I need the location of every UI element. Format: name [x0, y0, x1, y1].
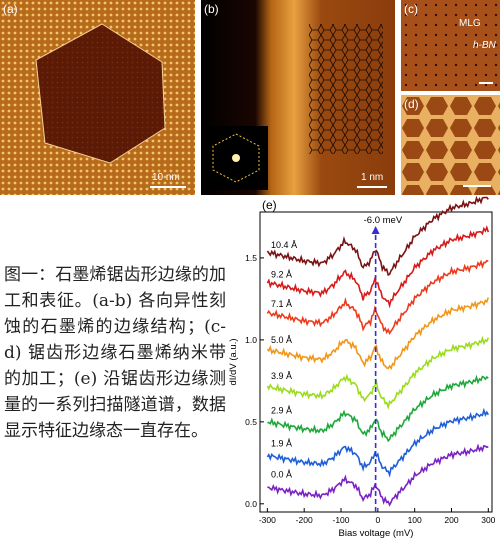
honeycomb-overlay [309, 24, 383, 154]
y-tick-label: 0.5 [245, 417, 257, 427]
fft-hexagon [212, 133, 260, 183]
panel-b-graphic [201, 0, 395, 195]
panel-a-label: (a) [3, 2, 18, 16]
figure-caption: 图一：石墨烯锯齿形边缘的加工和表征。(a-b) 各向异性刻蚀的石墨烯的边缘结构；… [4, 265, 226, 441]
hexagonal-hole [35, 23, 166, 164]
x-tick-label: -100 [333, 515, 350, 525]
panel-c-mlg-label: MLG [459, 18, 481, 29]
panel-c-scale-bar [479, 82, 493, 84]
panel-b-label: (b) [204, 2, 219, 16]
x-tick-label: 0 [375, 515, 380, 525]
panel-d-afm-image: (d) [401, 95, 500, 195]
series-line [266, 335, 490, 410]
series-line [266, 225, 490, 309]
series-label: 10.4 Å [271, 240, 297, 250]
series-label: 3.9 Å [271, 371, 292, 381]
x-tick-label: 100 [408, 515, 422, 525]
annotation-arrowhead [371, 226, 380, 234]
panel-d-graphic [401, 95, 500, 195]
y-axis-label: dI/dV (a.u.) [228, 339, 239, 386]
series-label: 5.0 Å [271, 335, 292, 345]
series-line [267, 443, 489, 507]
panel-a-graphic [0, 0, 195, 195]
x-tick-label: -300 [259, 515, 276, 525]
series-label: 7.1 Å [271, 299, 292, 309]
fft-center-spot [232, 154, 240, 162]
y-tick-label: 0.0 [245, 499, 257, 509]
panel-c-label: (c) [404, 2, 418, 16]
panel-a-scale-text: 10 nm [152, 172, 180, 183]
panel-b-scale-text: 1 nm [361, 172, 384, 183]
panel-d-background [401, 95, 500, 195]
series-label: 9.2 Å [271, 270, 292, 280]
panel-c-hbn-label: h-BN [473, 40, 496, 51]
series-line [266, 196, 489, 276]
panel-c-graphic [401, 0, 500, 91]
panel-a-scale-bar [150, 186, 186, 188]
panel-e-label: (e) [262, 198, 277, 212]
x-tick-label: 200 [444, 515, 458, 525]
x-tick-label: -200 [296, 515, 313, 525]
chart-e: (e) -300 -200 -100 0 100 200 300 0.0 0.5 1.0 1.5 Bia… [228, 196, 496, 539]
series-label: 2.9 Å [271, 406, 292, 416]
series-label: 1.9 Å [271, 438, 292, 448]
series-line [266, 259, 489, 335]
panel-d-scale-bar [463, 185, 491, 187]
y-tick-label: 1.5 [245, 253, 257, 263]
series-line [267, 374, 489, 443]
series-label: 0.0 Å [271, 470, 292, 480]
panel-c-background [401, 0, 500, 91]
panel-b-scale-bar [357, 186, 387, 188]
series-line [266, 297, 490, 371]
y-tick-label: 1.0 [245, 335, 257, 345]
panel-c-afm-image: (c) MLG h-BN [401, 0, 500, 91]
x-tick-label: 300 [481, 515, 495, 525]
annotation-label: -6.0 meV [364, 215, 403, 226]
panel-a-afm-image: (a) 10 nm [0, 0, 195, 195]
series-line [266, 407, 489, 478]
x-axis-label: Bias voltage (mV) [339, 528, 414, 539]
panel-b-stm-image: (b) 1 nm [201, 0, 395, 195]
panel-d-label: (d) [404, 97, 419, 111]
